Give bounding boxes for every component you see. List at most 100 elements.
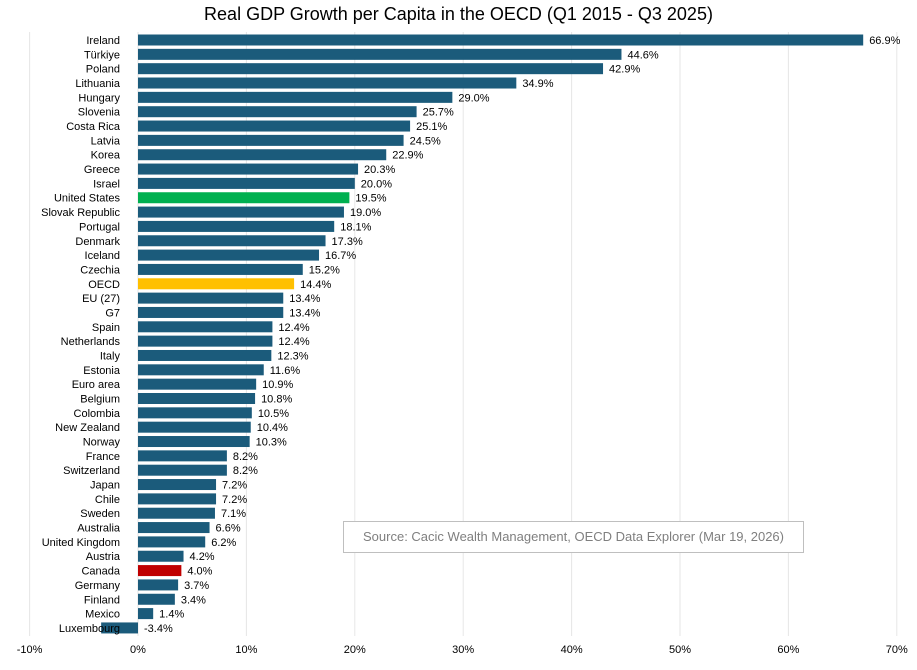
data-label: 10.4% [257, 422, 288, 434]
data-label: 8.2% [233, 451, 258, 463]
x-tick-label: 10% [235, 644, 257, 656]
x-tick-label: -10% [17, 644, 43, 656]
data-label: 18.1% [340, 221, 371, 233]
data-label: 10.5% [258, 408, 289, 420]
bar-denmark [138, 235, 326, 247]
data-label: 14.4% [300, 279, 331, 291]
x-tick-label: 50% [669, 644, 691, 656]
category-label: Belgium [80, 394, 120, 406]
data-label: 24.5% [410, 135, 441, 147]
category-label: Slovak Republic [41, 207, 120, 219]
bar-switzerland [138, 464, 227, 476]
category-label: Finland [84, 594, 120, 606]
category-label: Switzerland [63, 465, 120, 477]
data-label: 11.6% [270, 365, 301, 377]
category-label: Norway [83, 437, 121, 449]
data-label: 13.4% [289, 293, 320, 305]
bar-t-rkiye [138, 48, 622, 60]
data-label: 7.1% [221, 508, 246, 520]
data-label: 10.8% [261, 394, 292, 406]
data-label: 4.0% [187, 566, 212, 578]
category-label: Lithuania [75, 78, 121, 90]
category-label: EU (27) [82, 293, 120, 305]
bar-australia [138, 522, 210, 534]
bar-japan [138, 479, 217, 491]
category-label: Mexico [85, 609, 120, 621]
category-label: Israel [93, 178, 120, 190]
data-label: 66.9% [869, 35, 900, 47]
category-label: Hungary [78, 92, 120, 104]
category-label: OECD [88, 279, 120, 291]
x-tick-label: 40% [561, 644, 583, 656]
data-label: -3.4% [144, 623, 173, 635]
data-label: 1.4% [159, 609, 184, 621]
category-label: Italy [100, 350, 121, 362]
data-label: 44.6% [627, 49, 658, 61]
category-label: Iceland [85, 250, 120, 262]
category-label: Denmark [75, 236, 120, 248]
category-label: United Kingdom [42, 537, 120, 549]
x-tick-label: 30% [452, 644, 474, 656]
data-label: 16.7% [325, 250, 356, 262]
bar-norway [138, 436, 250, 448]
bar-g7 [138, 306, 284, 318]
category-label: Estonia [83, 365, 121, 377]
x-tick-label: 20% [344, 644, 366, 656]
chart-title: Real GDP Growth per Capita in the OECD (… [204, 4, 713, 24]
bar-latvia [138, 134, 404, 146]
bar-united-kingdom [138, 536, 206, 548]
category-label: Australia [77, 523, 121, 535]
category-label: Slovenia [78, 107, 121, 119]
category-label: Türkiye [84, 49, 120, 61]
category-label: Latvia [91, 135, 121, 147]
bar-iceland [138, 249, 320, 261]
category-label: Korea [91, 150, 121, 162]
category-label: Luxembourg [59, 623, 120, 635]
data-label: 3.7% [184, 580, 209, 592]
data-label: 42.9% [609, 64, 640, 76]
data-label: 25.1% [416, 121, 447, 133]
bar-portugal [138, 220, 335, 232]
bar-estonia [138, 364, 264, 376]
data-label: 25.7% [423, 107, 454, 119]
bar-germany [138, 579, 179, 591]
bar-slovenia [138, 106, 417, 118]
category-label: Poland [86, 64, 120, 76]
bar-oecd [138, 278, 295, 290]
category-label: Austria [86, 551, 121, 563]
data-label: 12.4% [278, 336, 309, 348]
data-label: 29.0% [458, 92, 489, 104]
bar-czechia [138, 263, 303, 275]
bar-eu-27- [138, 292, 284, 304]
data-label: 10.9% [262, 379, 293, 391]
bar-greece [138, 163, 359, 175]
data-label: 20.0% [361, 178, 392, 190]
data-label: 22.9% [392, 150, 423, 162]
bar-colombia [138, 407, 252, 419]
bar-hungary [138, 91, 453, 103]
data-label: 6.2% [211, 537, 236, 549]
bar-belgium [138, 393, 256, 404]
category-label: Costa Rica [66, 121, 121, 133]
data-label: 34.9% [522, 78, 553, 90]
category-label: France [86, 451, 120, 463]
data-label: 10.3% [256, 437, 287, 449]
bar-israel [138, 177, 355, 189]
category-label: G7 [105, 307, 120, 319]
data-label: 20.3% [364, 164, 395, 176]
bar-austria [138, 550, 184, 562]
bar-finland [138, 593, 175, 605]
data-label: 19.5% [355, 193, 386, 205]
category-label: Japan [90, 480, 120, 492]
category-label: Czechia [80, 264, 121, 276]
bar-euro-area [138, 378, 257, 390]
data-label: 6.6% [216, 523, 241, 535]
data-label: 15.2% [309, 264, 340, 276]
category-label: Germany [75, 580, 121, 592]
bar-luxembourg [101, 622, 138, 634]
bar-chile [138, 493, 217, 505]
data-label: 3.4% [181, 594, 206, 606]
x-tick-label: 70% [886, 644, 908, 656]
x-tick-label: 60% [777, 644, 799, 656]
